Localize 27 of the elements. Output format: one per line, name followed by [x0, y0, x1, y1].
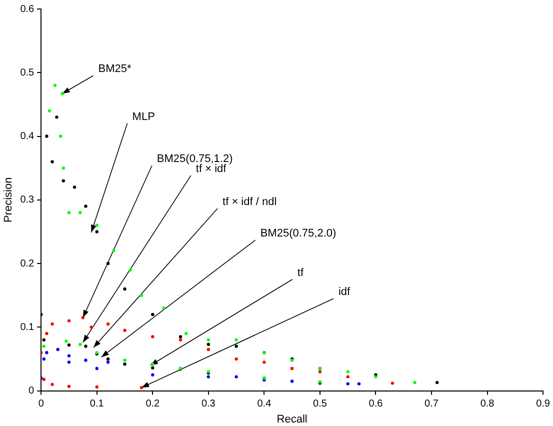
x-tick-label: 0.1 [90, 398, 104, 410]
y-tick-label: 0.4 [20, 131, 35, 142]
annotation: tf × idf / ndl [222, 196, 277, 208]
y-tick-label: 0.3 [20, 194, 35, 206]
y-axis-title: Precision [2, 177, 15, 223]
annotation: MLP [132, 110, 155, 123]
x-tick-label: 0.2 [146, 398, 160, 410]
x-tick-label: 0.4 [257, 398, 272, 410]
annotation: idf [338, 286, 352, 298]
x-tick-label: 0.6 [368, 398, 384, 410]
x-axis-title: Recall [276, 413, 308, 426]
y-tick-label: 0 [28, 386, 35, 397]
annotation: BM25(0.75,1.2) [156, 153, 233, 166]
annotation: tf [297, 266, 304, 279]
x-tick-label: 0.5 [313, 398, 328, 410]
x-tick-label: 0.9 [536, 398, 550, 410]
y-tick-label: 0.6 [20, 4, 35, 15]
y-tick-label: 0.1 [20, 322, 35, 333]
x-tick-label: 0 [38, 398, 44, 410]
x-tick-label: 0.3 [201, 398, 216, 410]
annotation: BM25* [98, 63, 132, 76]
annotation: tf × idf [196, 162, 228, 175]
annotation: BM25(0.75,2.0) [260, 228, 336, 240]
y-tick-label: 0.2 [20, 258, 35, 270]
x-tick-label: 0.7 [424, 398, 439, 410]
y-tick-label: 0.5 [20, 67, 35, 78]
x-tick-label: 0.8 [480, 398, 495, 410]
